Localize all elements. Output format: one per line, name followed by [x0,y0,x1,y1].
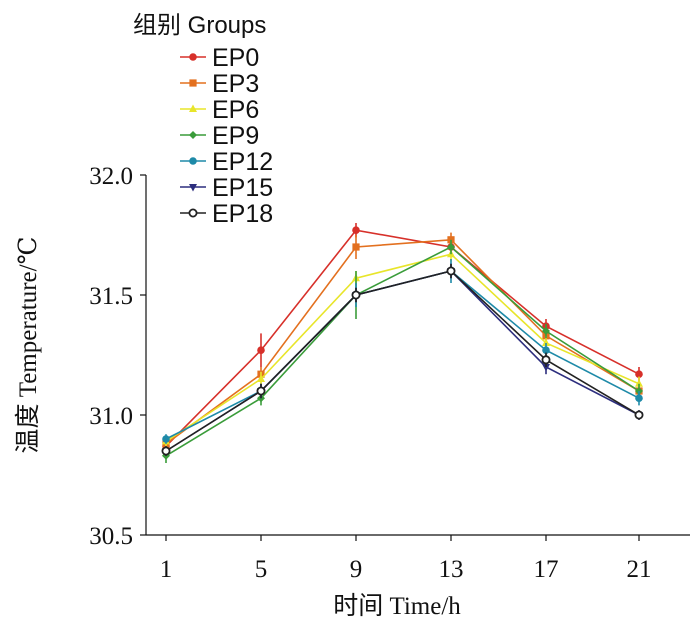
data-point-ep0 [352,226,360,234]
legend-label-ep15: EP15 [212,174,273,202]
series-line-ep18 [165,270,640,452]
y-tick-label: 30.5 [89,523,133,550]
legend-marker-ep9 [189,131,197,139]
x-axis-label: 时间 Time/h [333,592,461,620]
data-point-ep18 [634,410,644,420]
series-ep0 [162,223,643,451]
legend-label-ep6: EP6 [212,96,259,124]
legend-marker-ep0 [189,53,197,61]
legend-label-ep9: EP9 [212,122,259,150]
data-point-ep0 [257,346,265,355]
data-point-ep18 [256,386,266,396]
data-point-ep18 [161,446,171,456]
legend-marker-ep18 [188,208,198,218]
data-point-ep3 [447,236,455,244]
data-point-ep15 [542,364,550,372]
data-point-ep12 [635,394,643,403]
legend-item-ep15: EP15 [180,174,273,202]
data-point-ep18 [351,290,361,300]
series-line-ep6 [165,253,640,443]
data-point-ep9 [542,327,550,335]
series-ep18 [161,263,644,456]
data-point-ep18 [446,266,456,276]
legend-item-ep9: EP9 [180,122,259,150]
y-axis-label: 温度 Temperature/℃ [14,236,42,453]
y-tick-label: 31.5 [89,283,133,310]
legend-item-ep3: EP3 [180,70,259,98]
legend-marker-ep12 [189,157,197,165]
legend-title: 组别 Groups [133,12,266,39]
legend-marker-ep6 [189,104,197,112]
x-tick-label: 17 [534,556,559,583]
data-point-ep6 [257,374,265,382]
data-point-ep12 [542,346,550,355]
x-tick-label: 9 [350,556,363,583]
data-point-ep6 [542,338,550,346]
legend-item-ep12: EP12 [180,148,273,176]
legend-item-ep0: EP0 [180,44,259,72]
data-point-ep9 [447,243,455,251]
x-tick-label: 1 [160,556,173,583]
series-ep3 [162,232,643,449]
data-point-ep0 [635,370,643,379]
legend-marker-ep15 [189,184,197,192]
data-point-ep12 [162,435,170,443]
legend-label-ep18: EP18 [212,200,273,228]
legend-label-ep0: EP0 [212,44,259,72]
data-point-ep3 [352,243,360,251]
series-line-ep3 [165,238,640,445]
x-tick-label: 5 [255,556,268,583]
y-tick-label: 32.0 [89,163,133,190]
plot-area: 30.5 31.0 31.5 32.0 1 5 9 13 17 21 [89,163,690,583]
legend-item-ep6: EP6 [180,96,259,124]
series-line-ep0 [165,229,640,447]
y-tick-label: 31.0 [89,403,133,430]
series-ep15 [162,263,643,456]
series-ep12 [162,259,643,444]
legend-label-ep3: EP3 [212,70,259,98]
x-tick-label: 13 [439,556,464,583]
series-line-ep12 [165,270,640,440]
legend-label-ep12: EP12 [212,148,273,176]
legend-marker-ep3 [189,79,197,87]
series-line-ep9 [165,246,640,457]
x-tick-label: 21 [627,556,652,583]
legend-item-ep18: EP18 [180,200,273,228]
data-point-ep6 [635,379,643,387]
data-point-ep18 [541,355,551,365]
